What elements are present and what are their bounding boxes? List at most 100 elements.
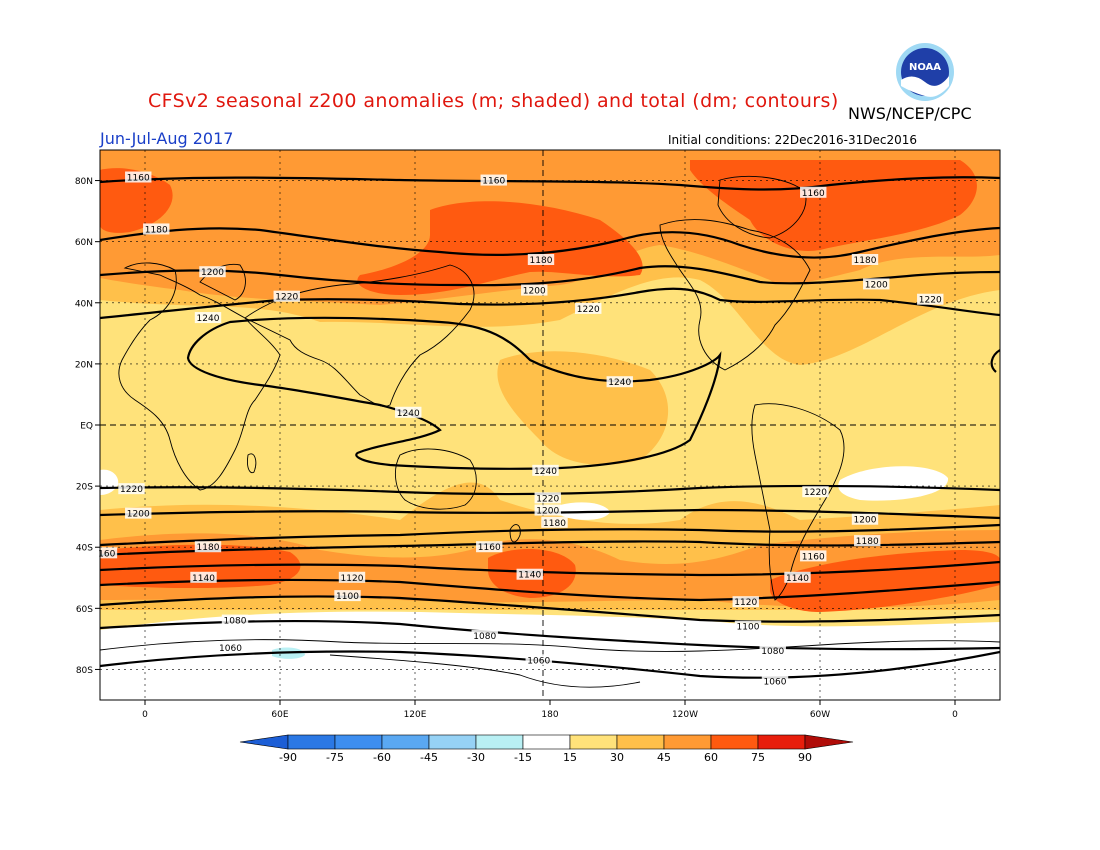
contour-label-text: 1100	[336, 592, 359, 602]
colorbar-swatch	[428, 734, 477, 750]
contour-label: 1180	[851, 254, 879, 266]
contour-label: 1120	[338, 571, 366, 584]
contour-1180-nh	[100, 226, 1000, 259]
contour-label-text: 1240	[397, 409, 420, 419]
contour-label-text: 1080	[473, 632, 496, 642]
contour-label-text: 1180	[197, 543, 220, 553]
coastline-north-america	[659, 219, 811, 371]
contour-label: 1240	[395, 406, 422, 419]
axis-labels: 80N 60N 40N 20N EQ 20S 40S 60S 80S 0 60E 120E 180 120…	[75, 177, 958, 720]
colorbar-label: 75	[751, 751, 765, 764]
contour-label-text: 1200	[536, 507, 559, 517]
contour-label: 1200	[534, 504, 561, 517]
lat-label: 60N	[75, 238, 93, 248]
contour-label-text: 1180	[543, 519, 566, 529]
colorbar-swatch	[287, 734, 336, 750]
contour-1200-nh	[100, 265, 1000, 287]
contour-label-text: 1120	[734, 598, 757, 608]
colorbar-label: 30	[610, 751, 624, 764]
contour-label: 1180	[527, 254, 555, 266]
contour-label: 1200	[851, 513, 879, 526]
contour-label-text: 1220	[275, 293, 298, 303]
contour-label: 1220	[917, 293, 944, 306]
colorbar-label: -30	[467, 751, 485, 764]
contour-label-text: 1240	[197, 314, 220, 324]
initial-conditions-label: Initial conditions: 22Dec2016-31Dec2016	[668, 133, 917, 147]
lat-label: EQ	[80, 422, 93, 432]
lat-label: 60S	[76, 605, 93, 615]
contour-label: 160	[96, 547, 118, 559]
contour-label: 1240	[532, 464, 559, 477]
contour-label-text: 1160	[482, 177, 505, 187]
contour-label-text: 1160	[802, 552, 825, 562]
contour-1160-sh	[100, 540, 1000, 557]
contour-label: 1220	[575, 302, 602, 315]
contour-label: 1160	[800, 186, 827, 199]
contour-1180-sh	[100, 523, 1000, 547]
contour-label: 1220	[534, 492, 561, 504]
coastline-greenland	[717, 175, 807, 239]
contour-label-text: 1140	[192, 574, 215, 584]
contour-label: 1080	[471, 629, 498, 642]
contour-label-layer: 1160 1160 1160 1180 1180 1180 1200 1200 1200 1220…	[96, 171, 944, 688]
contour-label-text: 1100	[737, 623, 760, 633]
contour-label: 1180	[854, 535, 881, 547]
coastline-antarctica-inner	[329, 654, 641, 688]
coastline-madagascar	[247, 453, 257, 474]
chart-title: CFSv2 seasonal z200 anomalies (m; shaded…	[148, 90, 839, 112]
graticule	[100, 150, 1000, 700]
colorbar-label: 15	[563, 751, 577, 764]
colorbar-swatch	[334, 734, 383, 750]
lon-label: 180	[541, 710, 558, 720]
contour-label-text: 1180	[856, 537, 879, 547]
contour-label-text: 1240	[534, 467, 557, 477]
lon-label: 120W	[672, 710, 698, 720]
contour-1160-nh	[100, 176, 1000, 191]
contour-label: 1100	[734, 620, 762, 633]
contour-label-text: 1140	[518, 571, 541, 581]
colorbar-swatch	[663, 734, 712, 750]
anomaly-region-60-75	[690, 160, 977, 251]
contour-label: 1180	[143, 223, 170, 235]
contour-label: 1080	[759, 645, 786, 657]
contour-label: 1160	[480, 174, 507, 187]
contour-1140-sh	[100, 560, 1000, 577]
lon-label: 120E	[404, 710, 427, 720]
anomaly-region-60-75	[100, 168, 173, 233]
colorbar-label: -45	[420, 751, 438, 764]
colorbar-swatch	[522, 734, 571, 750]
contour-label: 1240	[606, 376, 633, 388]
contour-label-text: 160	[98, 549, 115, 559]
contour-label-text: 1140	[786, 574, 809, 584]
contour-label-text: 1160	[127, 174, 150, 184]
contour-label-text: 1200	[865, 280, 888, 290]
contour-label-text: 1080	[224, 617, 247, 627]
contour-label: 1120	[732, 596, 759, 608]
lon-label: 0	[952, 710, 958, 720]
contour-label-text: 1060	[764, 678, 787, 688]
contour-label-text: 1080	[761, 647, 784, 657]
colorbar-label: -90	[279, 751, 297, 764]
anomaly-region-neutral	[838, 466, 949, 501]
contour-label-text: 1240	[608, 378, 631, 388]
colorbar-swatch	[475, 734, 524, 750]
contour-label: 1140	[784, 571, 811, 584]
contour-label-text: 1180	[854, 256, 877, 266]
contour-label-text: 1120	[341, 574, 364, 584]
contour-label-text: 1060	[219, 644, 242, 654]
contour-label: 1140	[516, 568, 543, 581]
colorbar-label: -60	[373, 751, 391, 764]
contour-label-text: 1220	[536, 494, 559, 504]
contour-label-text: 1180	[530, 256, 553, 266]
lat-label: 20S	[76, 483, 93, 493]
coastline-antarctica	[100, 639, 1000, 652]
contour-label: 1060	[217, 642, 244, 654]
contour-label-text: 1180	[145, 225, 168, 235]
colorbar-arrow-left	[239, 734, 289, 750]
colorbar-swatch	[616, 734, 665, 750]
coastline-asia	[244, 264, 475, 407]
contour-label-text: 1160	[478, 543, 501, 553]
colorbar: -90 -75 -60 -45 -30 -15 15 30 45 60 75 90	[239, 734, 854, 764]
contour-label: 1220	[802, 486, 829, 498]
